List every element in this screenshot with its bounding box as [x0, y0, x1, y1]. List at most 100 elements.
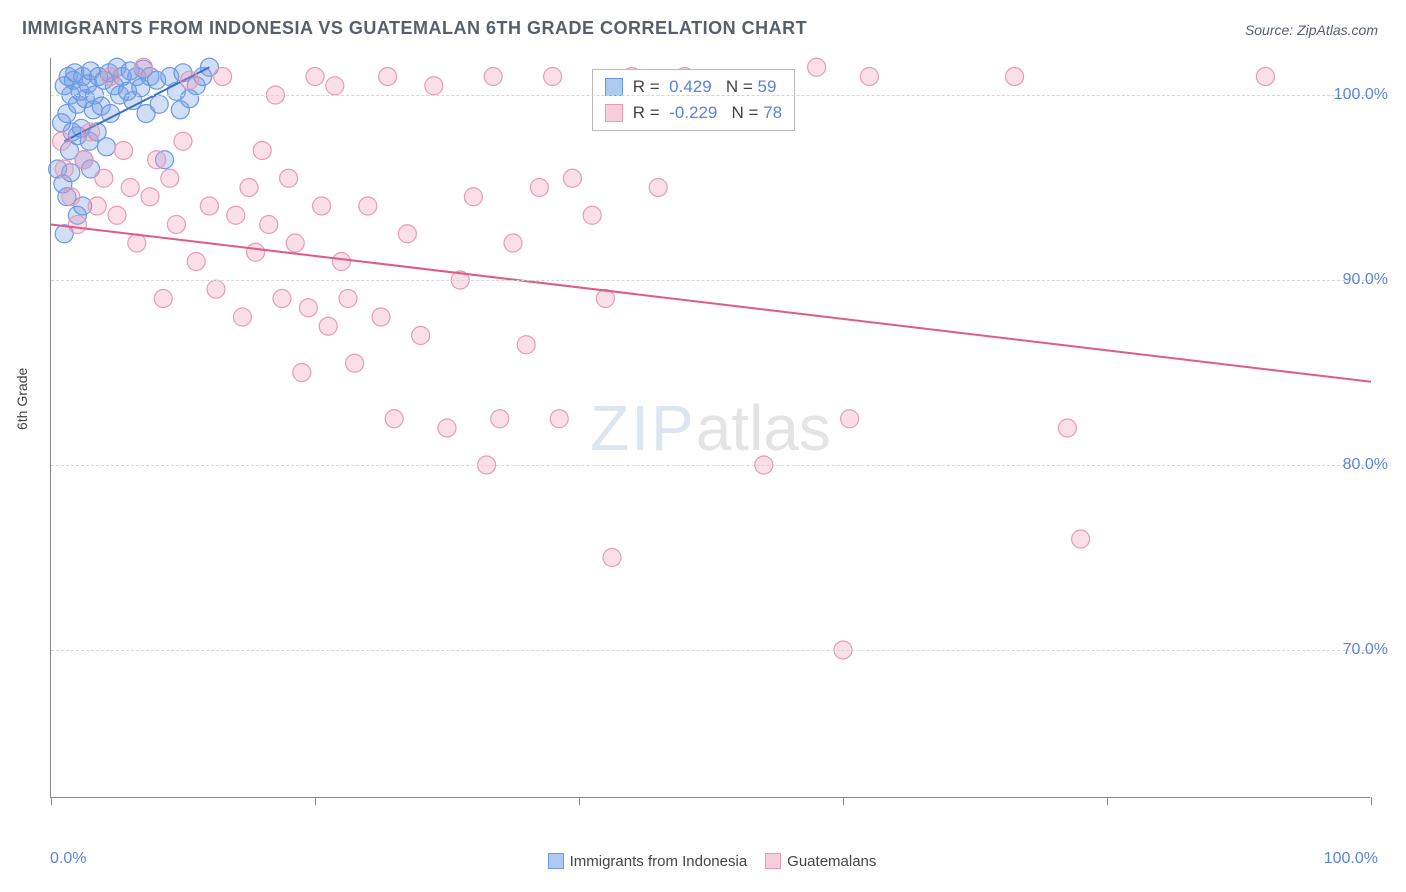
- point-guatemalans: [359, 197, 377, 215]
- point-guatemalans: [332, 253, 350, 271]
- source-label: Source: ZipAtlas.com: [1245, 22, 1378, 38]
- point-guatemalans: [167, 216, 185, 234]
- point-indonesia: [150, 95, 168, 113]
- chart-title: IMMIGRANTS FROM INDONESIA VS GUATEMALAN …: [22, 18, 807, 39]
- plot-area: ZIPatlas R = 0.429 N = 59R = -0.229 N = …: [50, 58, 1370, 798]
- x-tick: [51, 797, 52, 805]
- point-guatemalans: [68, 216, 86, 234]
- point-guatemalans: [108, 206, 126, 224]
- point-guatemalans: [280, 169, 298, 187]
- point-indonesia: [97, 138, 115, 156]
- point-guatemalans: [385, 410, 403, 428]
- point-guatemalans: [174, 132, 192, 150]
- point-guatemalans: [128, 234, 146, 252]
- point-guatemalans: [464, 188, 482, 206]
- x-tick-max: 100.0%: [1324, 850, 1378, 868]
- y-tick-label: 70.0%: [1343, 641, 1388, 659]
- point-guatemalans: [372, 308, 390, 326]
- point-guatemalans: [134, 58, 152, 76]
- point-guatemalans: [583, 206, 601, 224]
- point-guatemalans: [398, 225, 416, 243]
- point-guatemalans: [161, 169, 179, 187]
- legend-swatch: [765, 853, 781, 869]
- point-guatemalans: [286, 234, 304, 252]
- stat-r-label: R =: [633, 103, 665, 122]
- point-guatemalans: [438, 419, 456, 437]
- point-guatemalans: [319, 317, 337, 335]
- point-guatemalans: [207, 280, 225, 298]
- point-guatemalans: [227, 206, 245, 224]
- point-guatemalans: [425, 77, 443, 95]
- gridline: [51, 280, 1370, 281]
- point-guatemalans: [860, 68, 878, 86]
- point-guatemalans: [233, 308, 251, 326]
- point-guatemalans: [121, 179, 139, 197]
- gridline: [51, 95, 1370, 96]
- point-guatemalans: [101, 68, 119, 86]
- point-guatemalans: [1006, 68, 1024, 86]
- legend-swatch: [605, 104, 623, 122]
- point-guatemalans: [240, 179, 258, 197]
- x-tick: [1107, 797, 1108, 805]
- y-tick-label: 100.0%: [1334, 86, 1388, 104]
- point-guatemalans: [346, 354, 364, 372]
- point-guatemalans: [293, 364, 311, 382]
- stat-n-value: 59: [758, 77, 777, 96]
- point-guatemalans: [299, 299, 317, 317]
- x-tick: [315, 797, 316, 805]
- gridline: [51, 650, 1370, 651]
- point-guatemalans: [273, 290, 291, 308]
- point-guatemalans: [181, 71, 199, 89]
- point-guatemalans: [200, 197, 218, 215]
- point-guatemalans: [1058, 419, 1076, 437]
- legend-label-indonesia: Immigrants from Indonesia: [570, 853, 748, 870]
- point-guatemalans: [75, 151, 93, 169]
- point-guatemalans: [82, 123, 100, 141]
- point-guatemalans: [214, 68, 232, 86]
- point-guatemalans: [313, 197, 331, 215]
- point-guatemalans: [260, 216, 278, 234]
- x-tick: [1371, 797, 1372, 805]
- point-guatemalans: [563, 169, 581, 187]
- stat-n-label: N =: [717, 103, 763, 122]
- point-guatemalans: [62, 188, 80, 206]
- point-guatemalans: [491, 410, 509, 428]
- point-guatemalans: [379, 68, 397, 86]
- bottom-legend: Immigrants from IndonesiaGuatemalans: [0, 853, 1406, 870]
- point-guatemalans: [55, 160, 73, 178]
- stat-r-value: -0.229: [664, 103, 717, 122]
- point-guatemalans: [148, 151, 166, 169]
- point-guatemalans: [306, 68, 324, 86]
- point-guatemalans: [141, 188, 159, 206]
- point-guatemalans: [1256, 68, 1274, 86]
- point-guatemalans: [504, 234, 522, 252]
- y-tick-label: 80.0%: [1343, 456, 1388, 474]
- point-guatemalans: [603, 549, 621, 567]
- x-tick: [579, 797, 580, 805]
- stat-r-label: R =: [633, 77, 665, 96]
- point-guatemalans: [808, 58, 826, 76]
- point-guatemalans: [95, 169, 113, 187]
- point-guatemalans: [412, 327, 430, 345]
- x-tick-min: 0.0%: [50, 850, 86, 868]
- point-guatemalans: [247, 243, 265, 261]
- point-guatemalans: [550, 410, 568, 428]
- point-guatemalans: [339, 290, 357, 308]
- point-guatemalans: [649, 179, 667, 197]
- gridline: [51, 465, 1370, 466]
- y-axis-label: 6th Grade: [14, 368, 30, 430]
- stats-row-guatemalans: R = -0.229 N = 78: [605, 100, 782, 126]
- point-guatemalans: [187, 253, 205, 271]
- point-guatemalans: [484, 68, 502, 86]
- stats-row-indonesia: R = 0.429 N = 59: [605, 74, 782, 100]
- point-guatemalans: [1072, 530, 1090, 548]
- stats-legend: R = 0.429 N = 59R = -0.229 N = 78: [592, 69, 795, 131]
- point-guatemalans: [841, 410, 859, 428]
- point-guatemalans: [544, 68, 562, 86]
- point-guatemalans: [53, 132, 71, 150]
- scatter-svg: [51, 58, 1370, 797]
- x-tick: [843, 797, 844, 805]
- point-guatemalans: [253, 142, 271, 160]
- legend-swatch: [548, 853, 564, 869]
- stat-n-value: 78: [763, 103, 782, 122]
